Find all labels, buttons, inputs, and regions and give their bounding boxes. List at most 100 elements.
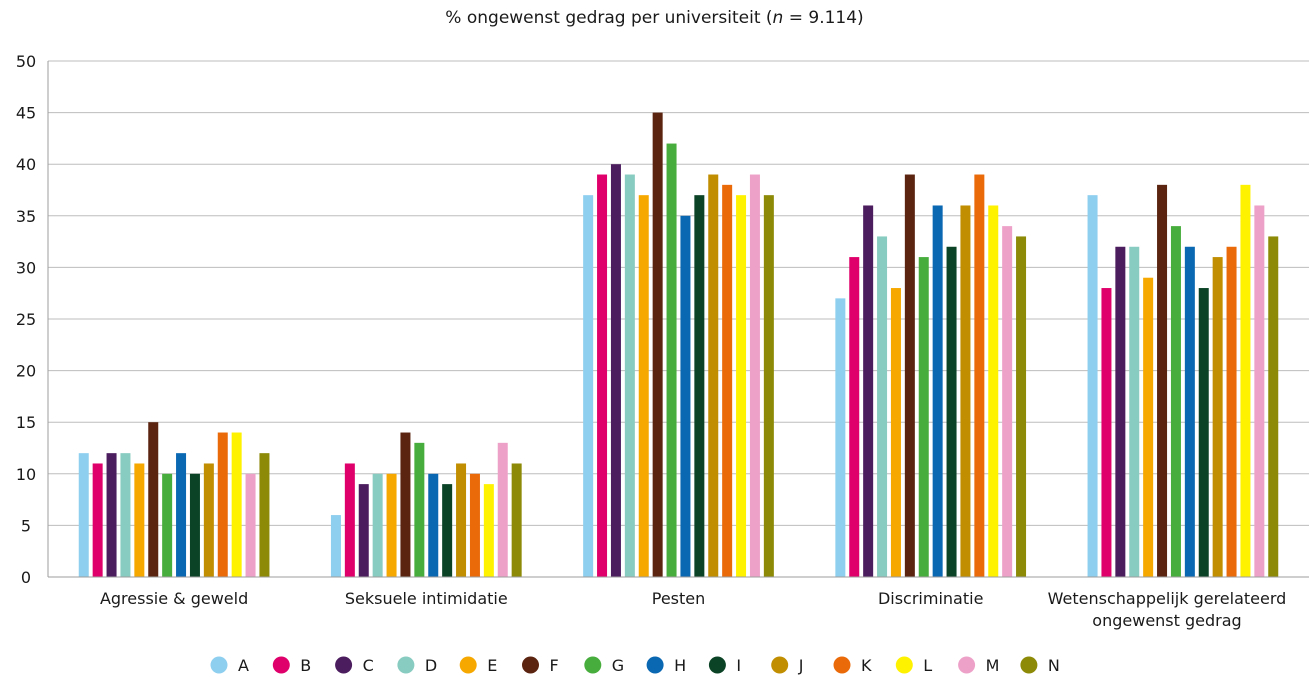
bar-J-cat-0 <box>203 463 214 577</box>
bar-N-cat-1 <box>511 463 522 577</box>
legend-swatch <box>397 656 415 674</box>
bar-A-cat-3 <box>835 298 846 577</box>
y-tick-label: 40 <box>16 155 36 174</box>
bar-K-cat-3 <box>974 174 985 577</box>
bar-K-cat-1 <box>469 473 480 577</box>
bar-H-cat-3 <box>932 205 943 578</box>
bar-H-cat-2 <box>680 215 691 578</box>
bar-A-cat-1 <box>330 515 341 577</box>
bar-N-cat-0 <box>259 453 270 577</box>
bar-F-cat-0 <box>148 422 159 577</box>
legend-label: B <box>300 656 311 675</box>
bar-M-cat-0 <box>245 473 256 577</box>
x-category-label: Agressie & geweld <box>100 589 248 608</box>
bar-I-cat-2 <box>694 195 705 577</box>
bar-N-cat-4 <box>1268 236 1279 577</box>
legend-label: I <box>736 656 741 675</box>
legend-item-B: B <box>272 656 311 675</box>
legend-label: M <box>986 656 1000 675</box>
legend-label: N <box>1048 656 1060 675</box>
bar-L-cat-2 <box>736 195 747 577</box>
bar-E-cat-1 <box>386 473 397 577</box>
bar-C-cat-2 <box>610 164 621 577</box>
chart-title: % ongewenst gedrag per universiteit (n =… <box>0 8 1309 28</box>
bar-D-cat-3 <box>877 236 888 577</box>
legend-label: D <box>425 656 437 675</box>
legend-item-J: J <box>771 656 803 675</box>
bar-I-cat-4 <box>1198 288 1209 577</box>
bar-K-cat-4 <box>1226 246 1237 577</box>
legend-item-L: L <box>895 656 932 675</box>
bar-B-cat-1 <box>344 463 355 577</box>
y-axis-ticks: 0 5 10 15 20 25 30 35 40 45 50 <box>16 52 36 587</box>
y-tick-label: 15 <box>16 413 36 432</box>
y-tick-label: 50 <box>16 52 36 71</box>
bar-F-cat-1 <box>400 432 411 577</box>
bar-I-cat-1 <box>442 484 453 577</box>
bar-B-cat-0 <box>92 463 103 577</box>
y-tick-label: 25 <box>16 310 36 329</box>
bars <box>78 112 1279 578</box>
bar-I-cat-0 <box>189 473 200 577</box>
legend-label: L <box>923 656 932 675</box>
legend-swatch <box>272 656 290 674</box>
bar-C-cat-3 <box>863 205 874 578</box>
bar-A-cat-2 <box>583 195 594 577</box>
y-tick-label: 35 <box>16 207 36 226</box>
legend-label: E <box>487 656 497 675</box>
bar-G-cat-0 <box>162 473 173 577</box>
legend-item-A: A <box>210 656 249 675</box>
bar-D-cat-4 <box>1129 246 1140 577</box>
bar-I-cat-3 <box>946 246 957 577</box>
bar-H-cat-4 <box>1184 246 1195 577</box>
legend-item-K: K <box>833 656 872 675</box>
y-tick-label: 5 <box>21 516 31 535</box>
legend-swatch <box>335 656 353 674</box>
legend-swatch <box>646 656 664 674</box>
chart-title-prefix: % ongewenst gedrag per universiteit ( <box>445 8 773 28</box>
bar-M-cat-1 <box>497 442 508 577</box>
x-category-label: ongewenst gedrag <box>1092 611 1241 630</box>
legend-item-M: M <box>958 656 999 675</box>
bar-J-cat-1 <box>456 463 467 577</box>
legend-label: A <box>238 656 249 675</box>
bar-A-cat-4 <box>1087 195 1098 577</box>
bar-A-cat-0 <box>78 453 89 577</box>
bar-F-cat-4 <box>1157 184 1168 577</box>
legend-label: K <box>861 656 872 675</box>
bar-G-cat-2 <box>666 143 677 577</box>
legend-swatch <box>833 656 851 674</box>
legend-label: C <box>363 656 374 675</box>
bar-E-cat-2 <box>638 195 649 577</box>
legend-label: H <box>674 656 686 675</box>
bar-C-cat-4 <box>1115 246 1126 577</box>
bar-G-cat-4 <box>1170 226 1181 577</box>
x-category-label: Wetenschappelijk gerelateerd <box>1048 589 1287 608</box>
bar-G-cat-1 <box>414 442 425 577</box>
bar-K-cat-0 <box>217 432 228 577</box>
legend-swatch <box>771 656 789 674</box>
bar-N-cat-2 <box>763 195 774 577</box>
bar-D-cat-1 <box>372 473 383 577</box>
bar-D-cat-0 <box>120 453 131 577</box>
bar-B-cat-3 <box>849 257 860 577</box>
bar-M-cat-2 <box>749 174 760 577</box>
legend-label: G <box>612 656 624 675</box>
legend-swatch <box>958 656 976 674</box>
legend-label: J <box>798 656 804 675</box>
legend-swatch <box>584 656 602 674</box>
bar-N-cat-3 <box>1016 236 1027 577</box>
bar-G-cat-3 <box>918 257 929 577</box>
x-category-label: Seksuele intimidatie <box>345 589 508 608</box>
bar-E-cat-0 <box>134 463 145 577</box>
x-axis-categories: Agressie & geweld Seksuele intimidatie Pes… <box>100 589 1286 630</box>
bar-C-cat-1 <box>358 484 369 577</box>
y-tick-label: 0 <box>21 568 31 587</box>
bar-J-cat-4 <box>1212 257 1223 577</box>
bar-L-cat-1 <box>483 484 494 577</box>
legend-swatch <box>1020 656 1038 674</box>
legend-item-C: C <box>335 656 374 675</box>
bar-K-cat-2 <box>722 184 733 577</box>
bar-B-cat-2 <box>597 174 608 577</box>
